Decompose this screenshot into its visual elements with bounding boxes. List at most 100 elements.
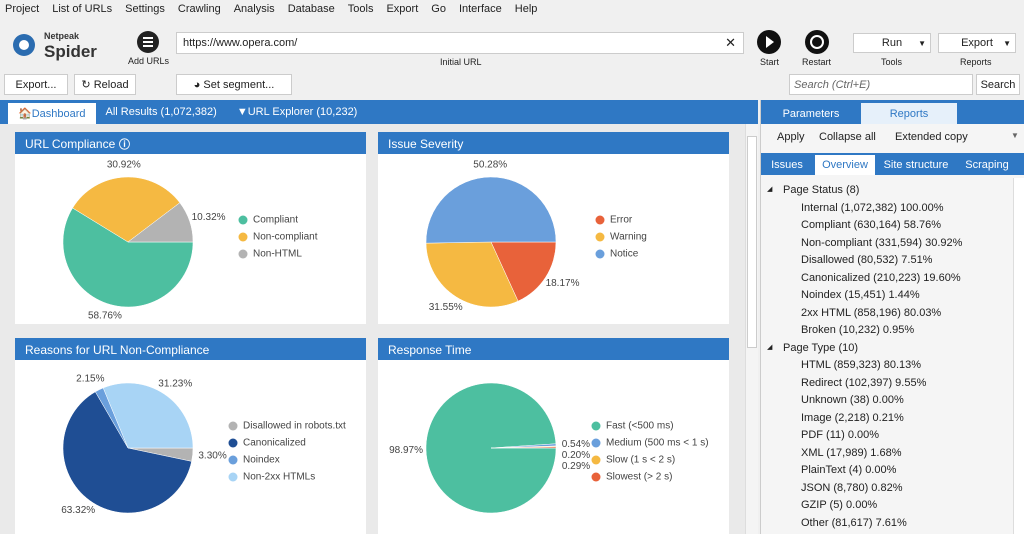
restart-icon[interactable] xyxy=(804,29,830,55)
tree-item[interactable]: HTML (859,323) 80.13% xyxy=(801,359,922,371)
legend-label: Compliant xyxy=(253,215,298,226)
pie-chart: Compliant Non-compliant Non-HTML 58.76% 30.9… xyxy=(62,160,318,322)
start-label[interactable]: Start xyxy=(760,57,780,67)
slice-label: 30.92% xyxy=(107,160,141,171)
side-menu-arrow: ▼ xyxy=(1011,131,1019,140)
subtab[interactable]: Scraping xyxy=(965,159,1009,171)
tree-item[interactable]: Internal (1,072,382) 100.00% xyxy=(801,201,944,214)
add-urls-icon[interactable] xyxy=(136,30,160,54)
panel-header: Issue Severity xyxy=(378,132,729,154)
menu-item[interactable]: Settings xyxy=(125,3,165,15)
start-icon[interactable] xyxy=(756,29,782,55)
panel-title: URL Compliance xyxy=(25,137,116,151)
side-action[interactable]: Apply xyxy=(777,131,805,143)
export-dropdown[interactable]: Export ▼ xyxy=(938,33,1016,53)
logo-bottom: Spider xyxy=(44,42,97,61)
clear-icon[interactable]: ✕ xyxy=(725,35,736,50)
menu-bar: Project List of URLs Settings Crawling Analy… xyxy=(5,3,537,15)
legend-marker xyxy=(228,421,238,431)
menu-item[interactable]: Project xyxy=(5,3,40,15)
legend-label: Non-2xx HTMLs xyxy=(243,472,315,483)
url-input[interactable]: https://www.opera.com/ ✕ xyxy=(176,32,744,54)
menu-item[interactable]: Database xyxy=(287,3,335,15)
search-input[interactable]: Search (Ctrl+E) xyxy=(789,74,973,95)
tab[interactable]: All Results (1,072,382) xyxy=(96,100,227,124)
menu-item[interactable]: Tools xyxy=(347,3,374,15)
slice-label: 0.29% xyxy=(562,461,590,472)
tree-item[interactable]: Unknown (38) 0.00% xyxy=(801,394,904,406)
menu-item[interactable]: List of URLs xyxy=(52,3,113,15)
slice-label: 31.55% xyxy=(429,302,463,313)
search-button[interactable]: Search xyxy=(976,74,1020,95)
run-dropdown[interactable]: Run ▼ xyxy=(853,33,931,53)
panel-title: Reasons for URL Non-Compliance xyxy=(25,343,210,357)
legend-label: Warning xyxy=(610,232,647,243)
legend-marker xyxy=(238,232,248,242)
menu-item[interactable]: Help xyxy=(514,3,538,15)
tree-item[interactable]: XML (17,989) 1.68% xyxy=(801,446,902,459)
subtab[interactable]: Issues xyxy=(771,159,803,171)
side-tab[interactable]: Reports xyxy=(861,103,957,124)
tree-item[interactable]: Broken (10,232) 0.95% xyxy=(801,324,915,336)
pie-slice xyxy=(425,241,519,308)
tree-toggle[interactable]: ◢ xyxy=(767,186,773,193)
reload-button[interactable]: ↻ Reload xyxy=(74,74,136,95)
tree-item[interactable]: PlainText (4) 0.00% xyxy=(801,464,897,476)
tree-group[interactable]: Page Type (10) xyxy=(783,341,859,354)
tree-item[interactable]: Image (2,218) 0.21% xyxy=(801,411,904,424)
subtab[interactable]: Overview xyxy=(815,155,875,175)
slice-label: 18.17% xyxy=(546,278,580,289)
segment-button[interactable]: ◕ Set segment... xyxy=(176,74,292,95)
legend-label: Disallowed in robots.txt xyxy=(243,421,346,432)
tab[interactable]: 🏠 Dashboard xyxy=(8,103,96,124)
legend-label: Slow (1 s < 2 s) xyxy=(606,455,675,466)
legend-label: Fast (<500 ms) xyxy=(606,421,674,432)
legend-label: Slowest (> 2 s) xyxy=(606,472,672,483)
panel: Response Time Fast (<500 ms) Medium (500 m… xyxy=(378,338,729,534)
panel-header: URL Compliance ⓘ xyxy=(15,132,366,154)
reload-text: Reload xyxy=(93,78,129,91)
tree-item[interactable]: JSON (8,780) 0.82% xyxy=(801,481,903,494)
slice-label: 3.30% xyxy=(198,451,226,462)
side-action[interactable]: Collapse all xyxy=(819,131,876,143)
tree-item[interactable]: PDF (11) 0.00% xyxy=(801,429,880,441)
menu-item[interactable]: Go xyxy=(431,3,446,15)
menu-item[interactable]: Interface xyxy=(458,3,502,15)
legend-marker xyxy=(595,249,605,259)
tree-item[interactable]: Other (81,617) 7.61% xyxy=(801,516,907,529)
tree-item[interactable]: Compliant (630,164) 58.76% xyxy=(801,219,942,231)
export-button[interactable]: Export... xyxy=(4,74,68,95)
menu-item[interactable]: Crawling xyxy=(177,3,221,15)
tab[interactable]: ▼ URL Explorer (10,232) xyxy=(236,106,358,118)
logo-icon xyxy=(13,34,35,56)
menu-item[interactable]: Export xyxy=(386,3,419,15)
logo-top: Netpeak xyxy=(44,31,80,41)
export-text: Export xyxy=(961,37,993,49)
slice-label: 31.23% xyxy=(158,379,192,390)
restart-label[interactable]: Restart xyxy=(802,57,832,67)
tab-text: All Results (1,072,382) xyxy=(105,106,217,118)
legend-marker xyxy=(238,249,248,259)
tree-item[interactable]: Non-compliant (331,594) 30.92% xyxy=(801,236,963,249)
legend-marker xyxy=(228,438,238,448)
menu-item[interactable]: Analysis xyxy=(233,3,275,15)
tree-item[interactable]: 2xx HTML (858,196) 80.03% xyxy=(801,306,942,319)
side-tab[interactable]: Parameters xyxy=(782,107,840,120)
tree-item[interactable]: GZIP (5) 0.00% xyxy=(801,499,878,511)
tree-group[interactable]: Page Status (8) xyxy=(783,184,860,196)
tree-item[interactable]: Redirect (102,397) 9.55% xyxy=(801,376,927,389)
side-action[interactable]: Extended copy xyxy=(895,131,968,143)
panel-header: Response Time xyxy=(378,338,729,360)
add-urls-label[interactable]: Add URLs xyxy=(128,56,170,66)
pie-slice xyxy=(127,202,194,243)
tree-item[interactable]: Noindex (15,451) 1.44% xyxy=(801,289,920,301)
tree-item[interactable]: Canonicalized (210,223) 19.60% xyxy=(801,271,961,284)
slice-label: 98.97% xyxy=(389,445,423,456)
tree-item[interactable]: Disallowed (80,532) 7.51% xyxy=(801,254,933,266)
run-text: Run xyxy=(881,37,903,49)
url-label: Initial URL xyxy=(440,57,482,67)
tab-bar xyxy=(0,100,758,124)
tree-toggle[interactable]: ◢ xyxy=(767,343,773,351)
subtab[interactable]: Site structure xyxy=(883,159,949,171)
